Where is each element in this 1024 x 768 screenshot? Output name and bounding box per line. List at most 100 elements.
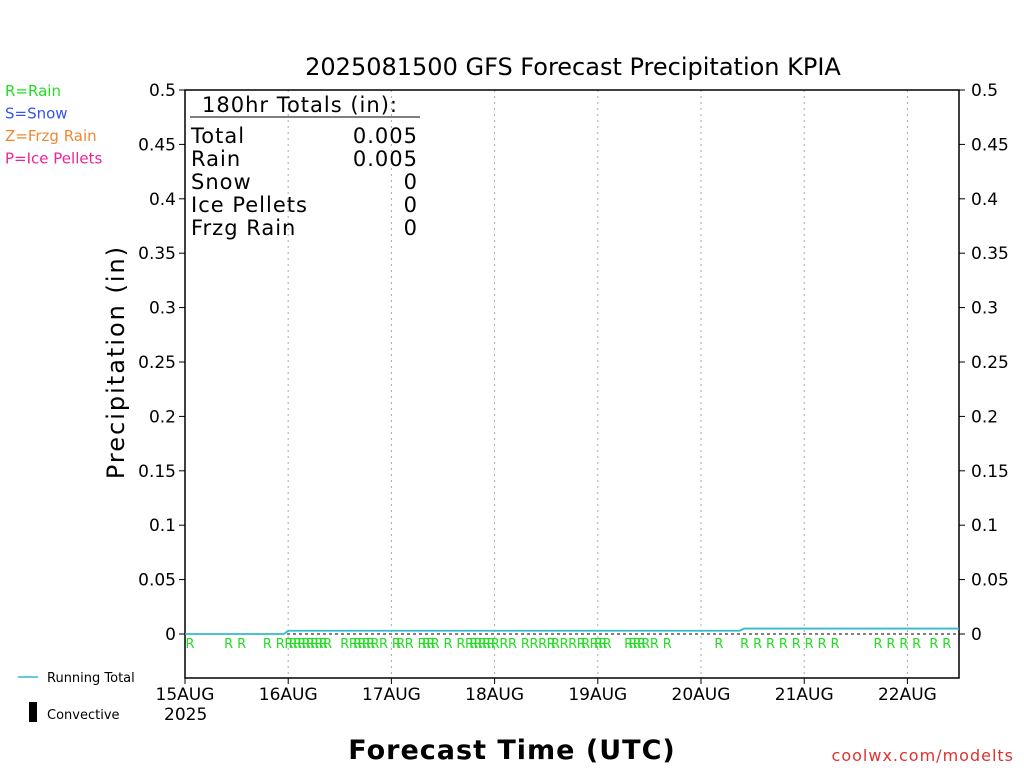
legend-entry-0: R=Rain — [5, 82, 61, 100]
totals-value-2: 0 — [404, 170, 418, 194]
rain-mark-70: R — [873, 637, 882, 652]
rain-mark-68: R — [818, 637, 827, 652]
plot-area — [184, 89, 960, 679]
rain-mark-7: R — [293, 637, 302, 652]
rain-mark-29: R — [431, 637, 440, 652]
rain-mark-10: R — [306, 637, 315, 652]
rain-mark-32: R — [465, 637, 474, 652]
rain-mark-22: R — [379, 637, 388, 652]
xtick-label-1: 16AUG — [259, 685, 318, 705]
xtick-label-2: 17AUG — [362, 685, 421, 705]
ytick-left-label-1: 0.05 — [138, 571, 176, 591]
rain-mark-28: R — [426, 637, 435, 652]
rain-mark-16: R — [349, 637, 358, 652]
rain-mark-56: R — [633, 637, 642, 652]
x-axis: 15AUG 16AUG 17AUG 18AUG 19AUG 20AUG 21AUG 22AUG — [156, 678, 937, 705]
rain-mark-19: R — [362, 637, 371, 652]
totals-label-1: Rain — [191, 147, 241, 171]
rain-mark-40: R — [508, 637, 517, 652]
rain-mark-57: R — [637, 637, 646, 652]
watermark: coolwx.com/modelts — [832, 746, 1014, 765]
convective-swatch — [29, 702, 37, 722]
rain-mark-50: R — [590, 637, 599, 652]
totals-label-4: Frzg Rain — [191, 216, 296, 240]
rain-mark-53: R — [603, 637, 612, 652]
rain-mark-43: R — [538, 637, 547, 652]
vertical-gridlines — [287, 90, 908, 678]
running-total-line — [185, 627, 959, 635]
rain-mark-48: R — [577, 637, 586, 652]
ytick-right-label-5: 0.25 — [971, 353, 1009, 373]
rain-mark-23: R — [392, 637, 401, 652]
running-total-legend: Running Total — [18, 671, 135, 686]
rain-mark-66: R — [792, 637, 801, 652]
ytick-right-label-3: 0.15 — [971, 462, 1009, 482]
ytick-right-label-8: 0.4 — [971, 190, 998, 210]
rain-mark-24: R — [396, 637, 405, 652]
rain-mark-55: R — [628, 637, 637, 652]
rain-mark-25: R — [405, 637, 414, 652]
rain-mark-20: R — [366, 637, 375, 652]
totals-value-3: 0 — [404, 193, 418, 217]
ytick-right-label-0: 0 — [971, 625, 982, 645]
convective-legend-label: Convective — [47, 708, 120, 723]
rain-mark-41: R — [521, 637, 530, 652]
rain-mark-34: R — [474, 637, 483, 652]
rain-mark-9: R — [302, 637, 311, 652]
rain-mark-44: R — [547, 637, 556, 652]
rain-mark-18: R — [357, 637, 366, 652]
rain-mark-36: R — [482, 637, 491, 652]
rain-mark-58: R — [641, 637, 650, 652]
rain-mark-60: R — [663, 637, 672, 652]
year-label: 2025 — [164, 705, 207, 725]
ytick-left-label-5: 0.25 — [138, 353, 176, 373]
rain-mark-4: R — [276, 637, 285, 652]
legend-entry-3: P=Ice Pellets — [5, 150, 102, 168]
rain-mark-67: R — [805, 637, 814, 652]
precip-type-legend: R=Rain S=Snow Z=Frzg Rain P=Ice Pellets — [5, 82, 102, 168]
ytick-right-label-6: 0.3 — [971, 299, 998, 319]
rain-mark-49: R — [581, 637, 590, 652]
rain-mark-35: R — [478, 637, 487, 652]
totals-label-0: Total — [190, 124, 245, 148]
rain-mark-33: R — [469, 637, 478, 652]
ytick-right-label-10: 0.5 — [971, 81, 998, 101]
totals-heading: 180hr Totals (in): — [202, 93, 398, 117]
rain-mark-3: R — [263, 637, 272, 652]
ytick-right-label-2: 0.1 — [971, 516, 998, 536]
chart-title: 2025081500 GFS Forecast Precipitation KP… — [305, 53, 841, 81]
ytick-left-label-8: 0.4 — [149, 190, 176, 210]
totals-label-3: Ice Pellets — [191, 193, 308, 217]
rain-mark-54: R — [624, 637, 633, 652]
rain-mark-17: R — [353, 637, 362, 652]
rain-mark-69: R — [830, 637, 839, 652]
ytick-left-label-6: 0.3 — [149, 299, 176, 319]
ytick-left-label-10: 0.5 — [149, 81, 176, 101]
y-axis-label: Precipitation (in) — [102, 245, 130, 479]
xtick-label-7: 22AUG — [878, 685, 937, 705]
rain-mark-73: R — [912, 637, 921, 652]
rain-mark-38: R — [491, 637, 500, 652]
rain-mark-47: R — [568, 637, 577, 652]
ytick-right-label-9: 0.45 — [971, 135, 1009, 155]
y-axis-right: 0 0.05 0.1 0.15 0.2 0.25 0.3 0.35 0.4 0.45 0.5 — [959, 81, 1009, 645]
rain-mark-13: R — [319, 637, 328, 652]
totals-label-2: Snow — [191, 170, 252, 194]
ytick-right-label-4: 0.2 — [971, 407, 998, 427]
rain-mark-75: R — [942, 637, 951, 652]
rain-mark-71: R — [886, 637, 895, 652]
ytick-left-label-4: 0.2 — [149, 407, 176, 427]
rain-mark-11: R — [310, 637, 319, 652]
totals-box: 180hr Totals (in): Total 0.005 Rain 0.005 Sn… — [190, 93, 420, 240]
rain-mark-51: R — [594, 637, 603, 652]
rain-mark-26: R — [418, 637, 427, 652]
rain-mark-5: R — [284, 637, 293, 652]
rain-mark-63: R — [753, 637, 762, 652]
rain-mark-30: R — [443, 637, 452, 652]
ytick-left-label-2: 0.1 — [149, 516, 176, 536]
xtick-label-0: 15AUG — [156, 685, 215, 705]
y-axis-left: 0 0.05 0.1 0.15 0.2 0.25 0.3 0.35 0.4 0.45 0.5 — [138, 81, 185, 645]
rain-mark-59: R — [650, 637, 659, 652]
